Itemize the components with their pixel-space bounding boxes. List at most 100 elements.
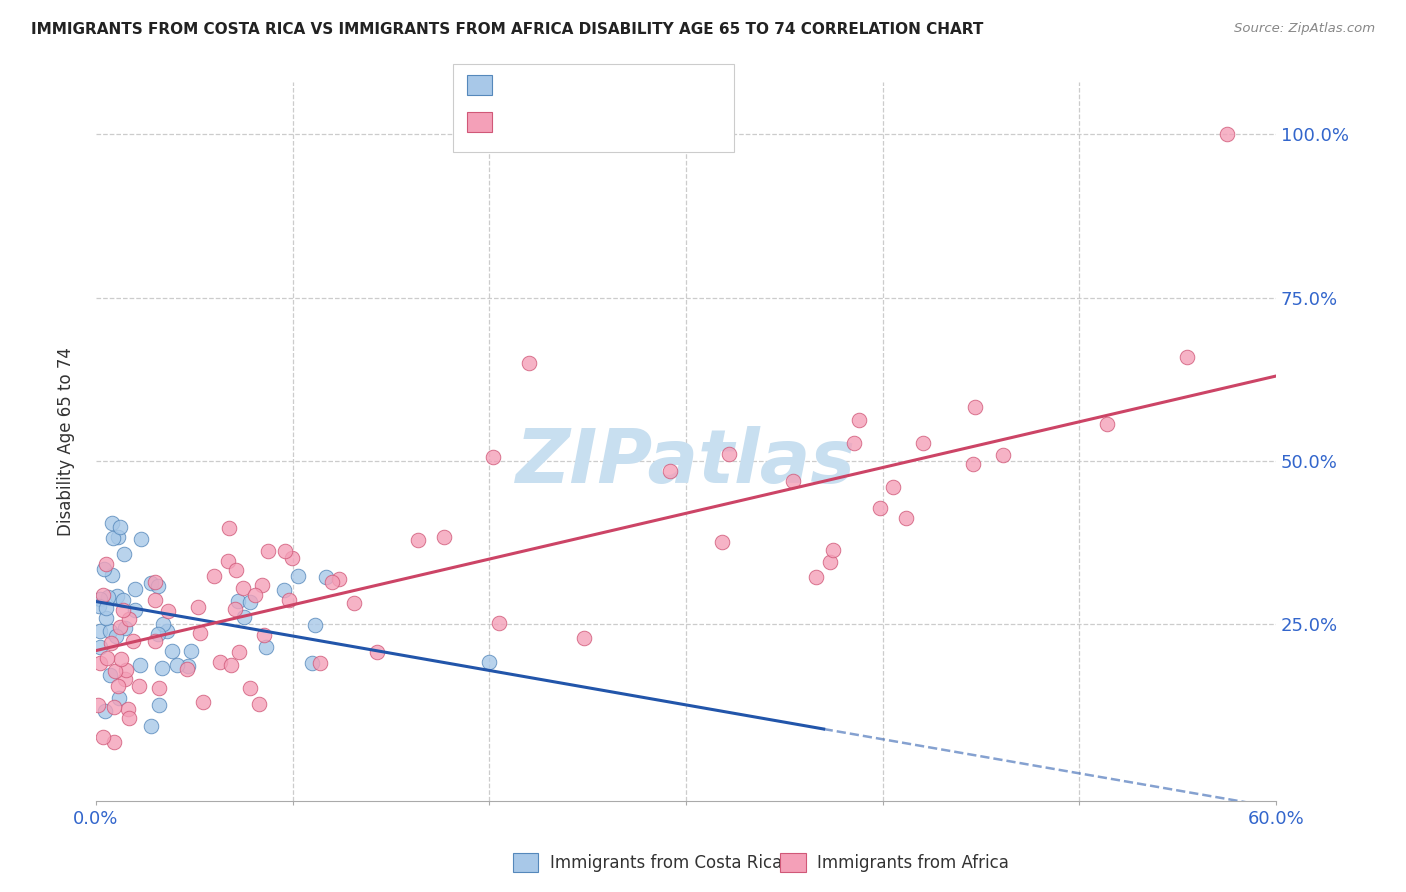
Point [821,542,844,557]
Text: 48: 48 [666,76,689,94]
Text: Source: ZipAtlas.com: Source: ZipAtlas.com [1234,22,1375,36]
Point [156,624,179,638]
Point [232,609,254,624]
Point [103,700,125,714]
Point [118,711,141,725]
Point [239,681,262,695]
Point [965,401,987,415]
Point [148,579,170,593]
Point [277,593,299,607]
Point [718,446,741,460]
Point [225,563,247,577]
Point [122,634,145,648]
Point [94,601,117,615]
Point [217,554,239,568]
Text: 0.541: 0.541 [550,113,607,131]
Point [148,681,170,696]
Point [406,533,429,547]
Point [160,644,183,658]
Point [232,581,254,595]
Point [112,547,135,561]
Point [228,644,250,658]
Point [911,436,934,450]
Point [152,617,174,632]
Point [143,634,166,648]
Point [226,593,249,607]
Point [128,658,150,673]
Point [315,570,337,584]
Point [176,662,198,676]
Point [304,618,326,632]
Text: Immigrants from Costa Rica: Immigrants from Costa Rica [550,854,782,871]
Point [433,530,456,544]
Point [118,612,141,626]
Point [328,573,350,587]
Point [166,657,188,672]
Point [93,562,115,576]
Point [478,655,501,669]
Text: R =: R = [503,113,540,131]
Point [94,611,117,625]
Point [818,555,841,569]
Point [101,531,124,545]
Point [209,655,232,669]
Point [273,583,295,598]
Text: 78: 78 [666,113,689,131]
Point [219,658,242,673]
Point [488,615,510,630]
Text: Immigrants from Africa: Immigrants from Africa [817,854,1008,871]
Point [108,691,131,706]
Point [91,730,114,744]
Point [89,640,111,654]
Point [193,695,215,709]
Point [254,640,277,655]
Text: ZIPatlas: ZIPatlas [516,426,856,500]
Point [114,621,136,635]
Y-axis label: Disability Age 65 to 74: Disability Age 65 to 74 [58,347,75,536]
Point [366,645,388,659]
Point [253,628,276,642]
Point [882,480,904,494]
Point [100,516,122,531]
Point [104,629,127,643]
Point [301,656,323,670]
Point [517,356,540,370]
Point [94,704,117,718]
Point [658,464,681,478]
Point [848,413,870,427]
Point [100,568,122,582]
Point [124,603,146,617]
Point [896,510,918,524]
Point [139,575,162,590]
Point [239,595,262,609]
Point [993,448,1015,462]
Point [89,624,111,639]
Point [146,627,169,641]
Text: N =: N = [620,113,668,131]
Text: IMMIGRANTS FROM COSTA RICA VS IMMIGRANTS FROM AFRICA DISABILITY AGE 65 TO 74 COR: IMMIGRANTS FROM COSTA RICA VS IMMIGRANTS… [31,22,983,37]
Point [202,569,225,583]
Point [104,665,127,679]
Point [962,457,984,471]
Point [100,636,122,650]
Point [274,543,297,558]
Point [98,624,121,639]
Point [782,475,804,489]
Point [250,577,273,591]
Point [804,570,827,584]
Point [117,701,139,715]
Point [281,550,304,565]
Point [343,596,366,610]
Point [869,500,891,515]
Point [321,575,343,590]
Point [148,698,170,712]
Point [150,661,173,675]
Point [247,697,270,711]
Point [87,698,110,712]
Point [96,650,118,665]
Point [110,619,132,633]
Point [91,589,114,603]
Point [218,521,240,535]
Point [156,603,179,617]
Point [482,450,505,464]
